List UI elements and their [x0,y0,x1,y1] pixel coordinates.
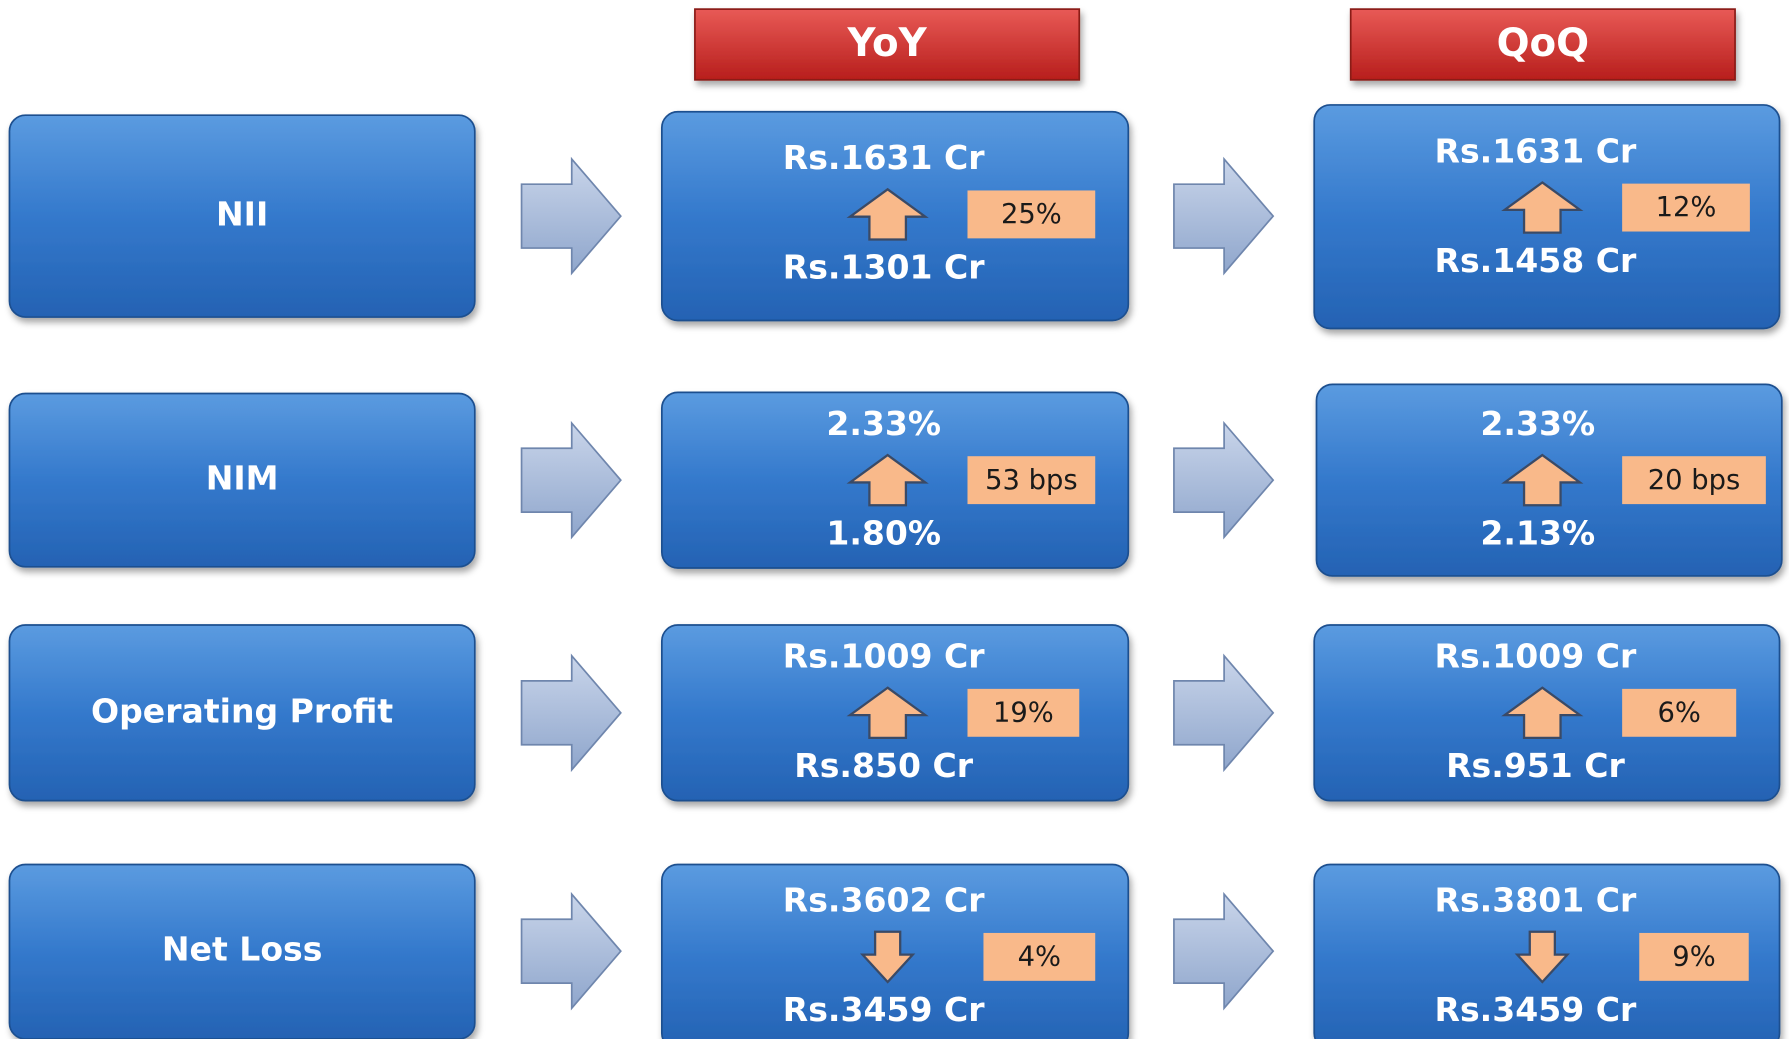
previous-value: 2.13% [1480,513,1595,552]
previous-value: Rs.850 Cr [794,746,973,785]
up-arrow [846,453,929,507]
row-label: Operating Profit [91,691,393,730]
up-arrow [846,187,929,241]
box [8,624,476,802]
current-value: Rs.3801 Cr [1435,881,1637,920]
header-text: QoQ [1497,21,1590,66]
up-arrow [1501,686,1584,740]
flow-arrow [1173,891,1275,1011]
change-value: 19% [993,697,1054,728]
flow-arrow [1173,653,1275,773]
header-box [694,8,1081,81]
current-value: Rs.1631 Cr [1435,131,1637,170]
previous-value: Rs.3459 Cr [1435,990,1637,1029]
change-box [967,456,1096,505]
change-value: 9% [1672,942,1715,973]
change-box [967,190,1096,239]
flow-arrow [520,420,622,540]
up-arrow [1501,453,1584,507]
change-box [1622,688,1737,737]
change-value: 20 bps [1648,465,1741,496]
change-value: 12% [1656,192,1717,223]
box [8,863,476,1039]
up-arrow [1501,181,1584,234]
current-value: 2.33% [1480,404,1595,443]
current-value: 2.33% [826,404,941,443]
header-text: YoY [846,21,927,66]
box [8,392,476,568]
row-label: NII [216,195,268,234]
row-label: Net Loss [162,930,323,969]
previous-value: Rs.1458 Cr [1435,241,1637,280]
change-box [967,688,1080,737]
change-value: 25% [1001,199,1062,230]
box [8,114,476,318]
flow-arrow [1173,420,1275,540]
previous-value: 1.80% [826,513,941,552]
change-value: 4% [1018,942,1061,973]
row-label: NIM [206,459,279,498]
down-arrow [1514,930,1570,984]
current-value: Rs.1009 Cr [783,637,985,676]
change-box [1639,932,1749,981]
previous-value: Rs.1301 Cr [783,248,985,287]
flow-arrow [520,891,622,1011]
change-value: 53 bps [985,465,1078,496]
previous-value: Rs.3459 Cr [783,990,985,1029]
current-value: Rs.1009 Cr [1435,637,1637,676]
flow-arrow [520,156,622,276]
change-box [983,932,1096,981]
flow-arrow [520,653,622,773]
previous-value: Rs.951 Cr [1446,746,1625,785]
flow-arrow [1173,156,1275,276]
current-value: Rs.1631 Cr [783,138,985,177]
current-value: Rs.3602 Cr [783,881,985,920]
change-box [1622,456,1766,505]
change-value: 6% [1657,697,1700,728]
down-arrow [859,930,916,984]
header-box [1349,8,1736,81]
change-box [1622,183,1750,232]
up-arrow [846,686,929,740]
